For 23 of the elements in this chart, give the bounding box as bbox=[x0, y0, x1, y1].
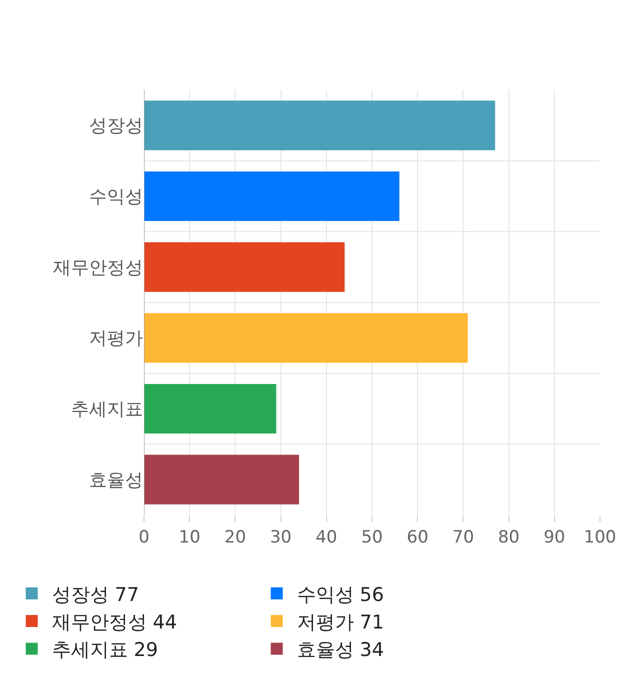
x-tick-label: 80 bbox=[498, 527, 520, 548]
x-tick-label: 10 bbox=[178, 527, 200, 548]
y-tick-label: 효율성 bbox=[89, 470, 143, 491]
legend-label: 재무안정성 44 bbox=[52, 611, 177, 634]
y-tick-label: 저평가 bbox=[89, 328, 143, 350]
x-tick-label: 90 bbox=[544, 527, 566, 548]
y-tick-label: 수익성 bbox=[89, 186, 143, 208]
x-tick-label: 0 bbox=[138, 527, 150, 548]
x-tick-label: 40 bbox=[316, 527, 338, 548]
x-tick-label: 20 bbox=[224, 527, 246, 548]
y-tick-label: 재무안정성 bbox=[53, 257, 143, 278]
y-tick-label: 성장성 bbox=[89, 116, 143, 137]
legend-label: 효율성 34 bbox=[296, 639, 384, 662]
y-tick-label: 추세지표 bbox=[71, 399, 143, 420]
legend-label: 성장성 77 bbox=[52, 584, 139, 606]
x-tick-label: 70 bbox=[452, 527, 474, 548]
x-tick-label: 30 bbox=[270, 527, 292, 548]
x-tick-label: 100 bbox=[584, 527, 616, 548]
x-tick-label: 50 bbox=[361, 527, 383, 548]
x-tick-label: 60 bbox=[406, 527, 428, 548]
legend-label: 추세지표 29 bbox=[52, 639, 158, 662]
legend-label: 수익성 56 bbox=[296, 584, 384, 606]
legend-label: 저평가 71 bbox=[296, 611, 384, 634]
